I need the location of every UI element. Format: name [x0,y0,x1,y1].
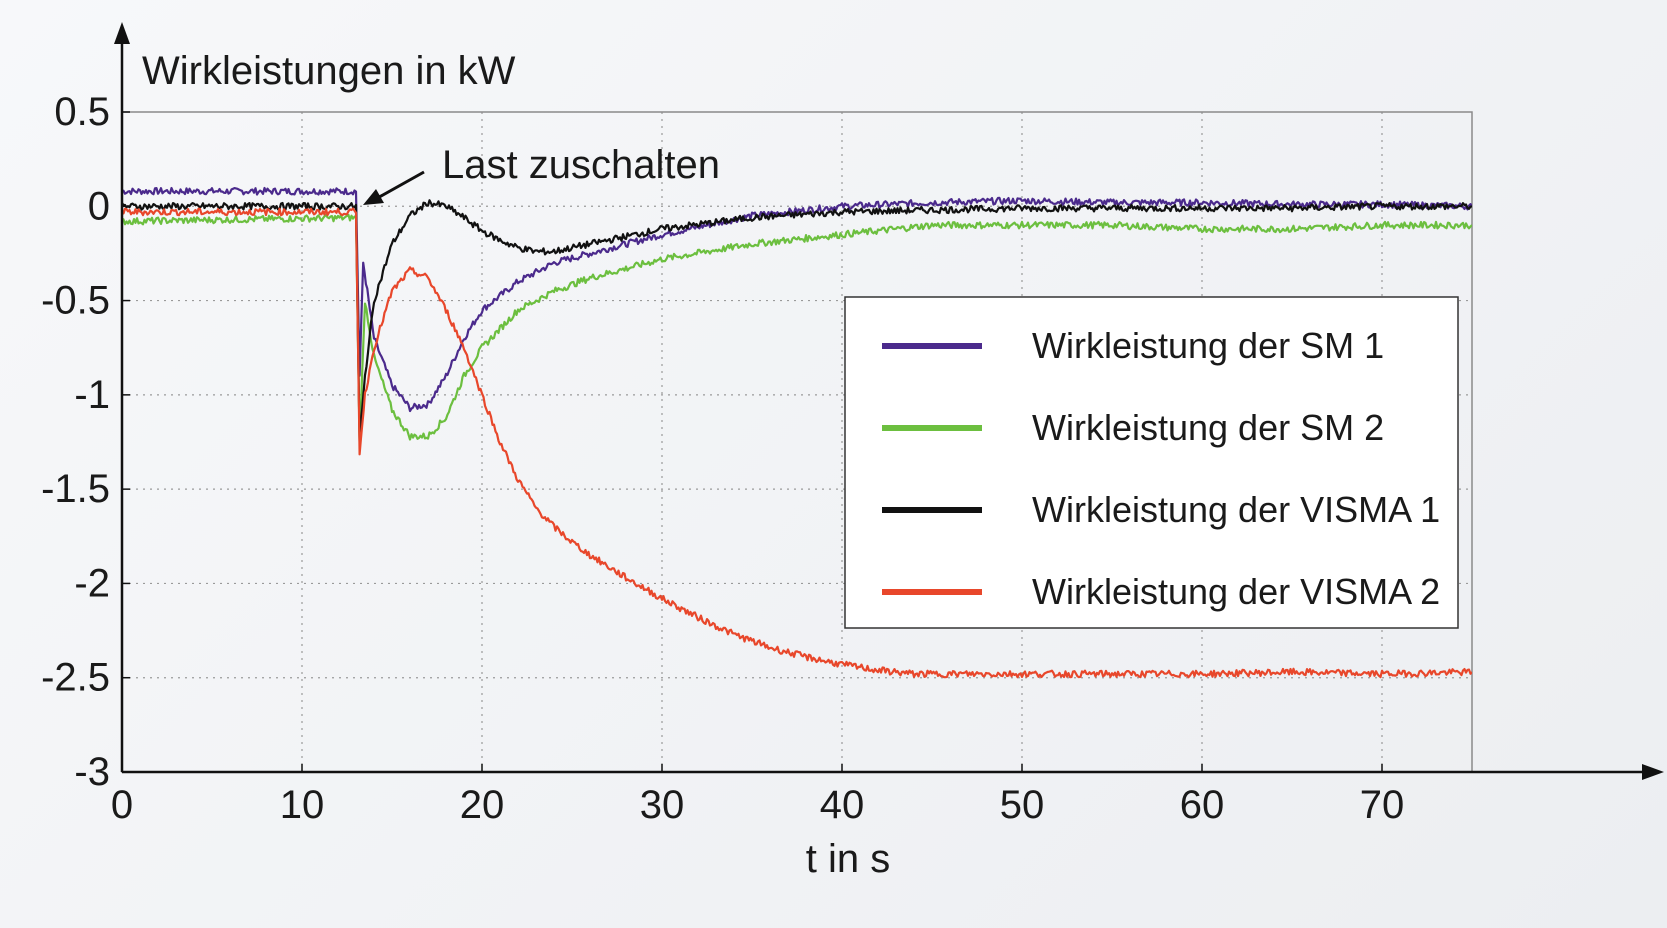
x-tick-label: 30 [640,783,685,827]
legend: Wirkleistung der SM 1 Wirkleistung der SM… [844,296,1459,629]
y-tick-label: 0 [88,184,110,228]
axis-ticks: 0 10 20 30 40 50 60 70 0.5 0 -0.5 -1 -1.5 -2 -2.5 -3 [41,90,1404,827]
y-axis-title: Wirkleistungen in kW [142,49,516,93]
y-tick-label: -0.5 [41,279,110,323]
legend-label: Wirkleistung der SM 2 [1032,407,1384,448]
legend-label: Wirkleistung der VISMA 2 [1032,571,1440,612]
series-line [122,186,1472,413]
x-tick-label: 50 [1000,783,1045,827]
axes [114,22,1664,780]
annotation: Last zuschalten [363,143,720,205]
y-tick-label: -1.5 [41,467,110,511]
legend-label: Wirkleistung der VISMA 1 [1032,489,1440,530]
x-tick-label: 40 [820,783,865,827]
series-line [122,207,1472,679]
series-line [122,213,1472,442]
annotation-label: Last zuschalten [442,143,720,187]
legend-box [844,296,1459,629]
x-axis-arrow-icon [1642,764,1664,780]
x-tick-label: 70 [1360,783,1405,827]
y-tick-label: -2 [74,561,110,605]
data-series [122,186,1472,679]
series-line [122,199,1472,443]
x-axis-title: t in s [806,837,890,881]
x-tick-label: 10 [280,783,325,827]
y-tick-label: -2.5 [41,656,110,700]
y-axis-arrow-icon [114,22,130,44]
y-tick-label: -1 [74,373,110,417]
y-tick-label: -3 [74,750,110,794]
y-tick-label: 0.5 [54,90,110,134]
x-tick-label: 20 [460,783,505,827]
legend-label: Wirkleistung der SM 1 [1032,325,1384,366]
annotation-arrow-head-icon [363,189,384,205]
annotation-arrow-line [373,170,425,202]
x-tick-label: 0 [111,783,133,827]
x-tick-label: 60 [1180,783,1225,827]
